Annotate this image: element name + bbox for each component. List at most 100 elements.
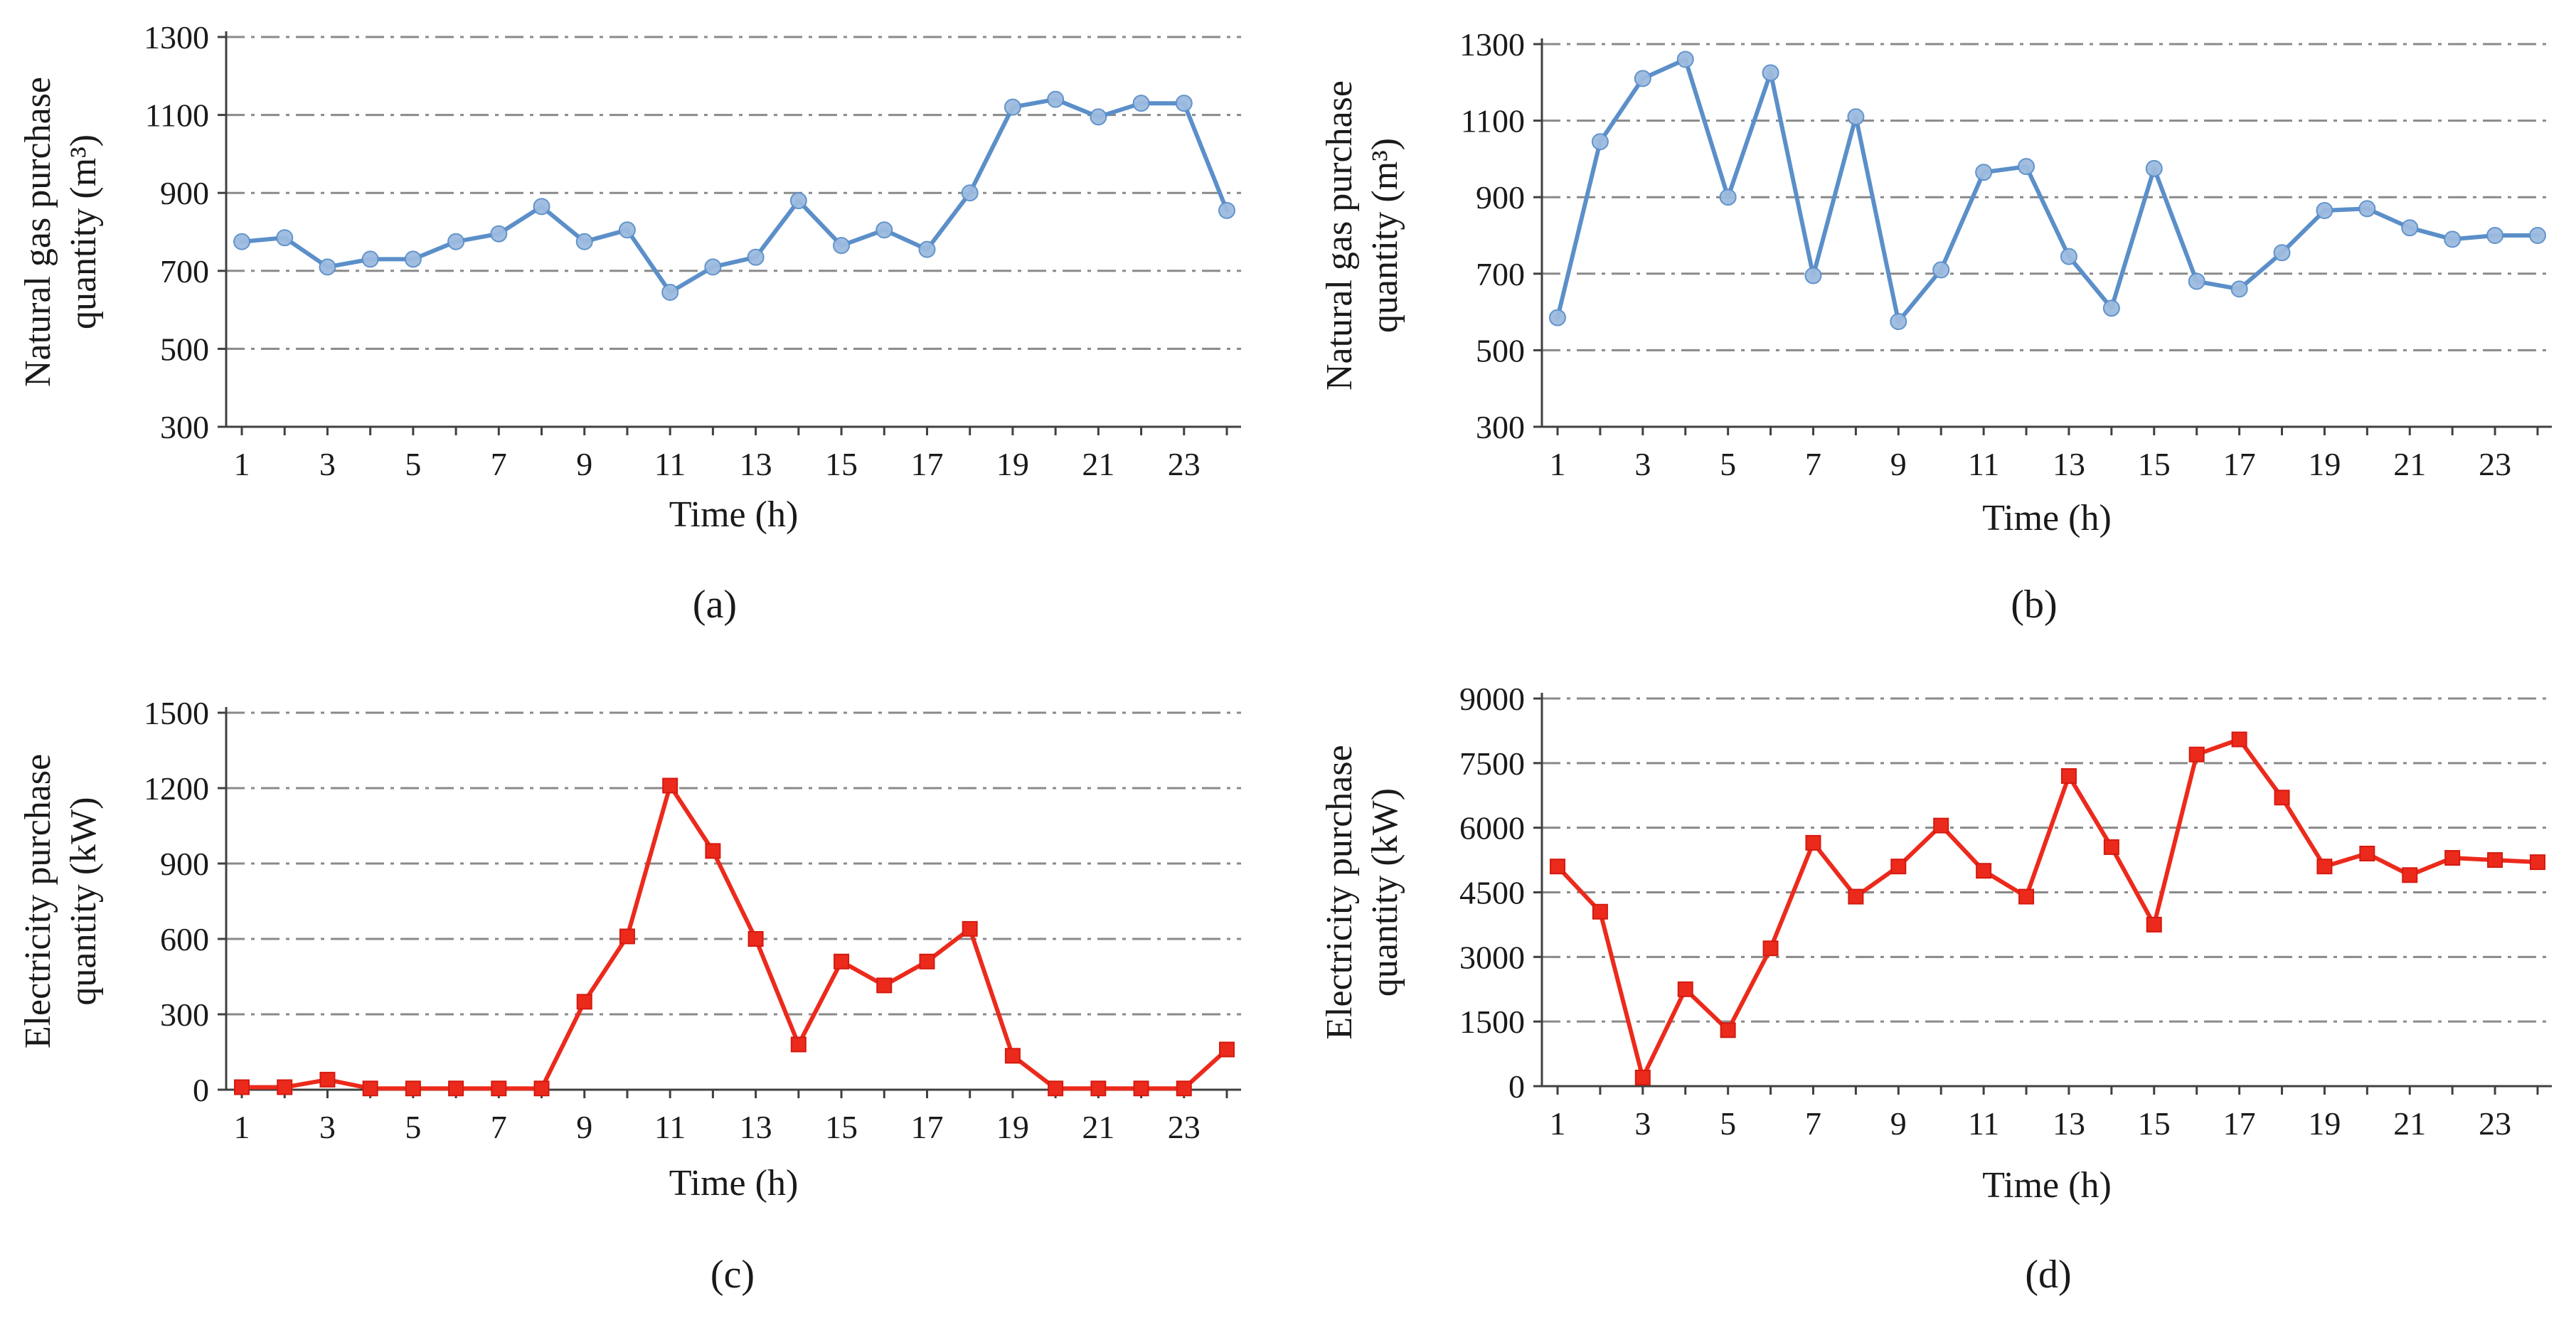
data-point xyxy=(2018,888,2035,905)
data-point xyxy=(834,953,850,970)
data-point xyxy=(2188,746,2205,763)
data-point xyxy=(448,1080,464,1097)
x-tick-label: 3 xyxy=(1634,446,1651,482)
data-point xyxy=(1090,1080,1107,1097)
y-tick-label: 700 xyxy=(1476,256,1525,292)
data-point xyxy=(1218,201,1235,219)
data-point xyxy=(1975,164,1993,181)
series-line xyxy=(1555,57,2540,324)
y-axis-title-line: Electricity purchase xyxy=(1319,745,1360,1039)
x-tick-label: 21 xyxy=(2393,1105,2426,1142)
data-point xyxy=(2103,839,2119,855)
x-tick-label: 9 xyxy=(576,446,592,482)
data-point xyxy=(1133,1080,1149,1097)
data-point xyxy=(2529,227,2546,244)
data-point xyxy=(1762,940,1779,957)
data-point xyxy=(1762,64,1779,82)
data-point xyxy=(2188,272,2205,290)
x-tick-label: 5 xyxy=(1720,446,1736,482)
x-tick-label: 1 xyxy=(1550,446,1566,482)
x-tick-label: 19 xyxy=(2308,1105,2341,1142)
x-tick-label: 13 xyxy=(740,1109,772,1145)
data-point xyxy=(1720,1022,1736,1039)
panel-label: (b) xyxy=(2011,583,2057,627)
data-point xyxy=(491,1080,507,1097)
data-point xyxy=(2316,859,2333,875)
data-point xyxy=(1719,188,1737,206)
data-point xyxy=(1805,834,1821,851)
x-tick-label: 9 xyxy=(1890,1105,1907,1142)
x-tick-label: 3 xyxy=(1634,1105,1651,1142)
data-point xyxy=(919,953,935,970)
data-point xyxy=(234,1079,250,1095)
x-tick-label: 13 xyxy=(2053,446,2085,482)
x-tick-label: 19 xyxy=(996,446,1029,482)
data-point xyxy=(2274,790,2290,806)
x-tick-label: 7 xyxy=(491,446,507,482)
data-point xyxy=(490,225,508,243)
data-point xyxy=(876,977,893,994)
data-point xyxy=(1549,309,1566,326)
y-tick-label: 0 xyxy=(193,1072,209,1108)
data-point xyxy=(2402,867,2418,883)
y-tick-label: 300 xyxy=(160,409,209,445)
data-point xyxy=(2486,227,2504,244)
data-point xyxy=(962,920,978,937)
y-tick-label: 1200 xyxy=(144,770,209,807)
x-tick-label: 11 xyxy=(654,446,686,482)
data-point xyxy=(2359,846,2375,861)
series-line xyxy=(1555,737,2540,1080)
data-point xyxy=(961,184,979,202)
data-point xyxy=(2060,248,2077,265)
data-point xyxy=(1592,903,1608,920)
data-point xyxy=(533,198,550,216)
data-point xyxy=(2316,202,2333,220)
x-tick-label: 7 xyxy=(491,1109,507,1145)
x-tick-label: 15 xyxy=(825,446,858,482)
y-tick-label: 3000 xyxy=(1459,939,1525,975)
y-axis-title-line: quantity (m³) xyxy=(63,134,104,329)
data-point xyxy=(833,237,851,255)
data-point xyxy=(918,240,936,258)
data-point xyxy=(2401,219,2419,237)
x-tick-label: 7 xyxy=(1805,1105,1821,1142)
x-tick-label: 1 xyxy=(234,1109,250,1145)
series-line xyxy=(240,783,1229,1091)
data-point xyxy=(1804,267,1822,285)
data-point xyxy=(2444,850,2461,866)
y-tick-label: 4500 xyxy=(1459,875,1525,911)
x-tick-label: 21 xyxy=(2393,446,2426,482)
data-point xyxy=(1634,1069,1651,1085)
x-tick-label: 23 xyxy=(2479,1105,2511,1142)
x-tick-label: 7 xyxy=(1805,446,1821,482)
panel-label: (c) xyxy=(710,1253,755,1297)
y-tick-label: 300 xyxy=(1476,409,1525,445)
y-axis-title-line: Electricity purchase xyxy=(18,754,58,1048)
data-point xyxy=(662,777,678,794)
data-point xyxy=(1848,888,1864,905)
x-tick-label: 11 xyxy=(1968,1105,1999,1142)
data-point xyxy=(1176,1080,1192,1097)
data-point xyxy=(361,250,379,268)
data-point xyxy=(2018,158,2035,176)
data-point xyxy=(1890,313,1907,331)
data-point xyxy=(2060,768,2077,784)
data-point xyxy=(233,233,250,250)
x-tick-label: 17 xyxy=(2223,446,2256,482)
y-tick-label: 900 xyxy=(1476,179,1525,216)
x-tick-label: 13 xyxy=(2053,1105,2085,1142)
y-tick-label: 300 xyxy=(160,997,209,1033)
x-tick-label: 9 xyxy=(576,1109,592,1145)
data-point xyxy=(747,931,764,947)
x-tick-label: 19 xyxy=(2308,446,2341,482)
data-point xyxy=(2273,244,2291,262)
data-point xyxy=(533,1080,550,1097)
data-point xyxy=(319,258,336,276)
data-point xyxy=(790,1036,807,1053)
x-tick-label: 3 xyxy=(319,446,336,482)
data-point xyxy=(2358,200,2376,218)
